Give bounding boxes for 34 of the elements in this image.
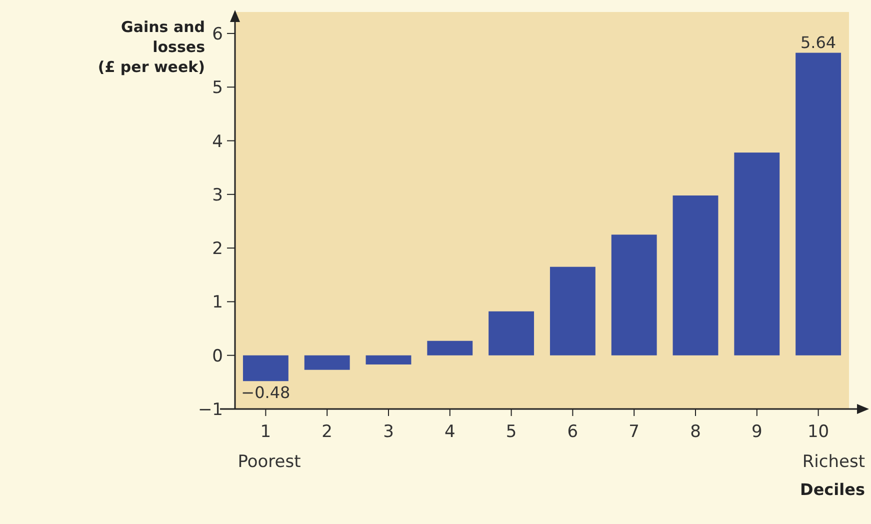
x-tick-label: 1 <box>260 422 272 442</box>
y-tick-label: 6 <box>212 24 223 44</box>
y-tick-label: 2 <box>212 239 223 260</box>
y-tick-label: 1 <box>212 292 223 313</box>
bar <box>734 152 780 356</box>
bar <box>304 355 350 370</box>
bar <box>550 266 596 356</box>
y-tick-label: 3 <box>212 185 223 206</box>
bar <box>366 355 412 364</box>
y-axis-title: Gains and losses (£ per week) <box>98 18 206 76</box>
data-label: 5.64 <box>800 32 836 52</box>
x-axis-title: Deciles <box>800 480 865 499</box>
y-tick-label: −1 <box>198 400 223 420</box>
y-tick-label: 5 <box>212 78 223 98</box>
x-tick-label: 7 <box>628 422 640 442</box>
x-tick-label: 4 <box>444 422 456 442</box>
bar <box>488 311 534 356</box>
x-tick-label: 5 <box>506 422 517 442</box>
data-label: −0.48 <box>241 383 290 402</box>
x-tick-label: 10 <box>807 422 830 442</box>
bar <box>242 355 288 382</box>
bar <box>672 195 718 356</box>
bar <box>427 340 473 356</box>
x-tick-label: 2 <box>322 422 333 442</box>
bar <box>611 234 657 356</box>
y-tick-label: 0 <box>212 346 223 366</box>
x-tick-label: 8 <box>690 422 701 442</box>
text: Poorest <box>238 452 302 472</box>
x-tick-label: 3 <box>383 422 394 442</box>
x-tick-label: 6 <box>567 422 578 442</box>
bar <box>796 52 842 356</box>
y-tick-label: 4 <box>212 132 223 152</box>
text: Richest <box>802 452 866 472</box>
x-tick-label: 9 <box>751 422 762 442</box>
